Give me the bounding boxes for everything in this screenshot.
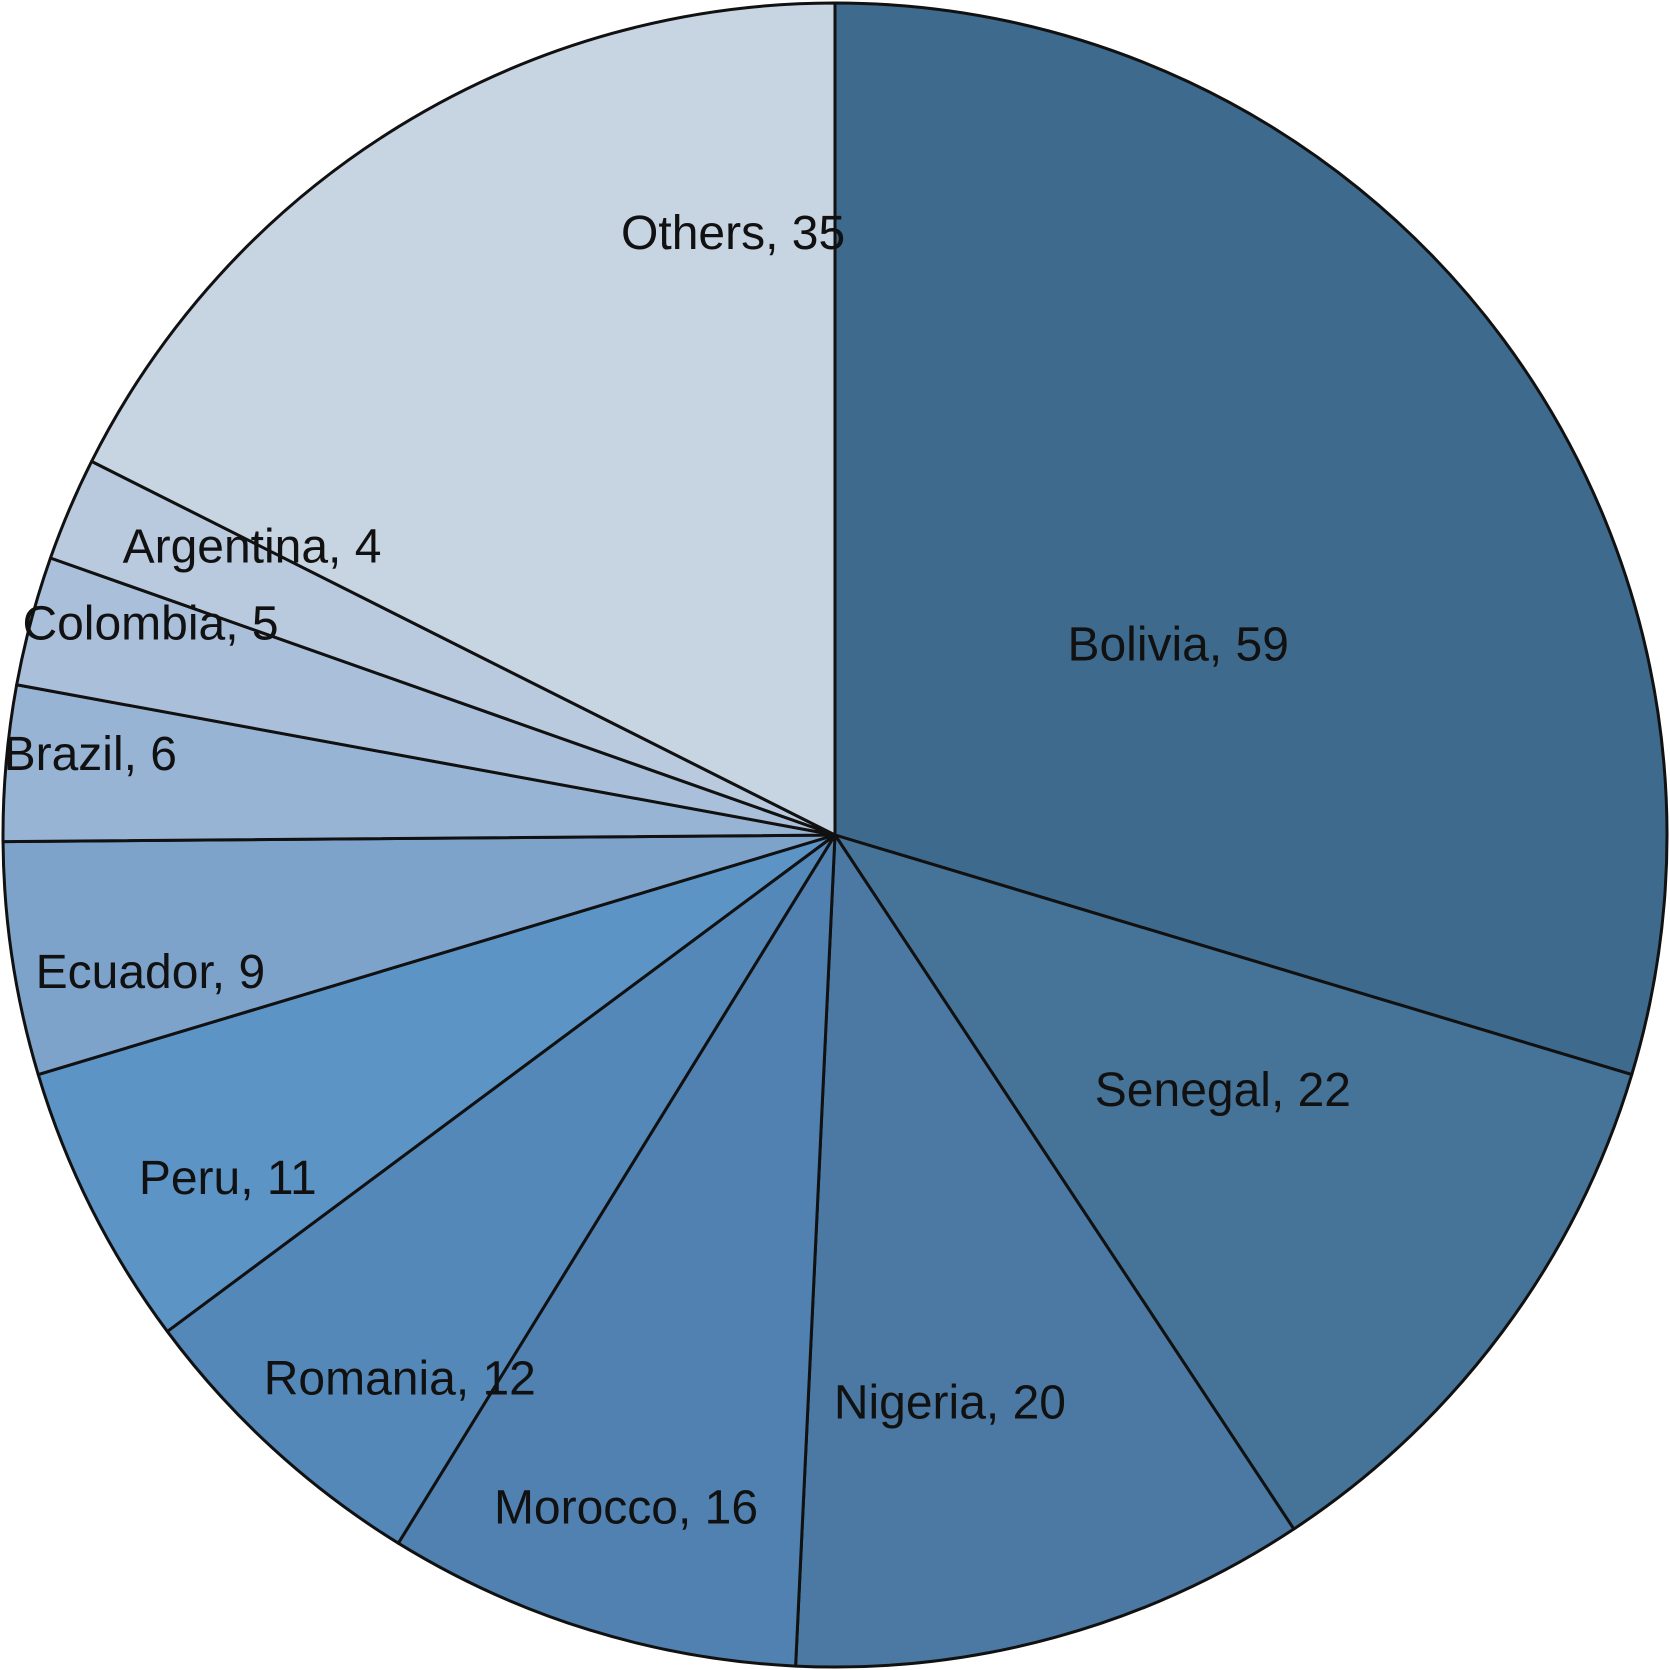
pie-label-colombia: Colombia, 5 [22, 597, 278, 650]
pie-slice-ecuador [1, 833, 837, 1077]
pie-slice-bolivia [833, 1, 1669, 1077]
pie-label-brazil: Brazil, 6 [4, 728, 177, 781]
pie-label-bolivia: Bolivia, 59 [1067, 618, 1288, 671]
pie-slice-romania [165, 833, 837, 1545]
pie-labels: Bolivia, 59 Senegal, 22 Nigeria, 20 Morocco… [4, 207, 1351, 1534]
pie-label-senegal: Senegal, 22 [1095, 1064, 1351, 1117]
pie-slice-senegal [833, 833, 1634, 1531]
pie-label-peru: Peru, 11 [139, 1152, 317, 1205]
pie-slice-nigeria [794, 833, 1296, 1669]
pie-label-argentina: Argentina, 4 [123, 520, 382, 573]
pie-label-others: Others, 35 [621, 207, 845, 260]
pie-slice-peru [36, 833, 837, 1333]
pie-label-morocco: Morocco, 16 [494, 1481, 758, 1534]
pie-label-ecuador: Ecuador, 9 [36, 946, 266, 999]
pie-slice-others [90, 1, 837, 837]
pie-label-romania: Romania, 12 [264, 1353, 536, 1406]
pie-label-nigeria: Nigeria, 20 [834, 1377, 1066, 1430]
pie-slice-morocco [396, 833, 837, 1668]
